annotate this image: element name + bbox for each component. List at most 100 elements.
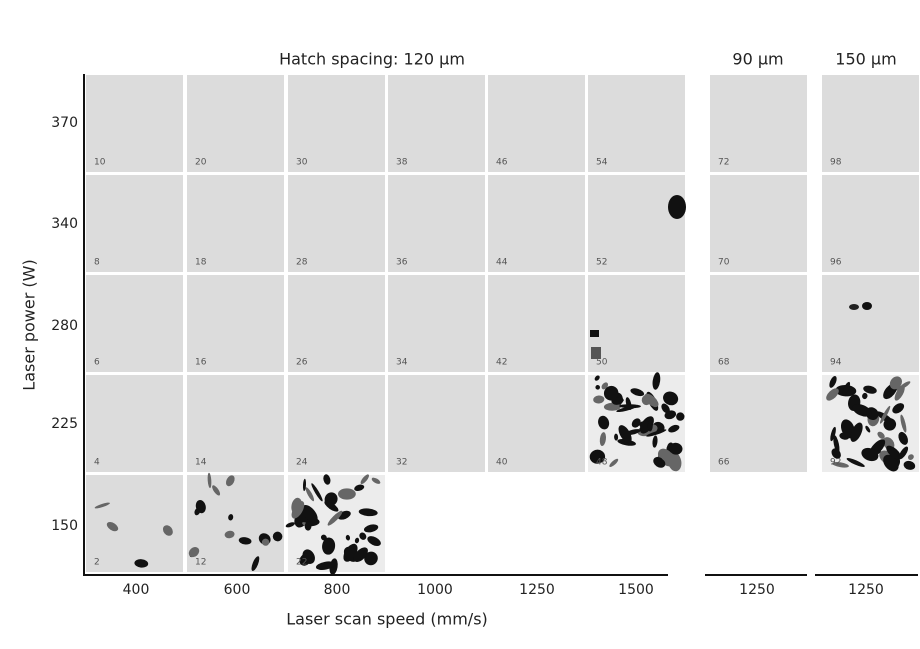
micrograph-tile: [488, 275, 585, 372]
pore: [886, 445, 902, 460]
pore: [595, 385, 601, 390]
pore: [861, 447, 879, 462]
tile-label: 30: [296, 158, 308, 168]
pore: [360, 474, 369, 484]
pore: [898, 431, 909, 445]
pore: [646, 429, 667, 437]
micrograph-tile: [710, 175, 807, 272]
pore: [311, 483, 323, 502]
pore: [630, 388, 645, 397]
pore: [291, 501, 305, 519]
pore: [601, 382, 609, 390]
pore: [162, 525, 173, 536]
micrograph-tile: [86, 275, 183, 372]
pore: [591, 347, 601, 359]
micrograph-tile: [86, 375, 183, 472]
pore: [829, 375, 837, 388]
pore: [866, 408, 871, 416]
pore: [647, 419, 653, 432]
pore: [299, 553, 312, 566]
pore: [302, 478, 307, 492]
micrograph-tile: [822, 175, 919, 272]
pore: [285, 522, 295, 528]
pore: [631, 418, 641, 428]
group-title: 150 µm: [835, 50, 896, 69]
pore: [338, 488, 356, 500]
pore: [609, 458, 619, 467]
pore: [188, 547, 200, 558]
pore: [898, 446, 909, 460]
pore: [619, 404, 641, 409]
tile-grid: 10 20 30 38 46 54 72 988 18 28 36 44 52 70 966 16 26 34 42…: [86, 75, 919, 575]
pore: [359, 532, 367, 540]
tile-label: 10: [94, 158, 106, 168]
pore: [603, 385, 619, 401]
pore: [315, 561, 336, 570]
micrograph-tile: [388, 175, 485, 272]
tile-label: 72: [718, 158, 729, 168]
group-title: 90 µm: [732, 50, 783, 69]
pore: [832, 462, 849, 468]
pore: [261, 538, 270, 546]
micrograph-tile: [288, 75, 385, 172]
micrograph-tile: [388, 275, 485, 372]
pore: [598, 415, 610, 430]
pore: [831, 448, 841, 459]
tile-label: 20: [195, 158, 207, 168]
x-tick-label: 1250: [519, 582, 555, 598]
tile-label: 18: [195, 258, 207, 268]
pore: [589, 449, 606, 464]
pore: [664, 410, 677, 420]
pore: [667, 451, 682, 472]
micrograph-tile: [710, 375, 807, 472]
pore: [224, 530, 235, 539]
micrograph-tile: [488, 375, 585, 472]
pore: [894, 385, 905, 401]
tile-label: 66: [718, 458, 730, 468]
pore: [842, 381, 851, 395]
tile-label: 24: [296, 458, 308, 468]
micrograph-tile: [288, 175, 385, 272]
title: Hatch spacing: 120 µm: [279, 50, 465, 69]
micrograph-tile: [388, 75, 485, 172]
pore: [865, 425, 871, 433]
tile-label: 14: [195, 458, 207, 468]
tile-label: 36: [396, 258, 408, 268]
micrograph-tile: [710, 75, 807, 172]
tile-label: 26: [296, 358, 308, 368]
tile-label: 68: [718, 358, 730, 368]
x-tick-label: 600: [224, 582, 251, 598]
pore: [652, 372, 661, 390]
pore: [883, 418, 897, 431]
micrograph-tile: [588, 175, 685, 272]
tile-label: 28: [296, 258, 308, 268]
pore: [830, 426, 836, 442]
tile-label: 34: [396, 358, 408, 368]
pore: [593, 395, 605, 404]
pore: [594, 375, 600, 381]
pore: [863, 385, 877, 394]
pore: [849, 304, 859, 310]
pore: [134, 559, 149, 568]
micrograph-tile: [187, 475, 284, 572]
pore: [305, 487, 315, 502]
micrograph-tile: [187, 75, 284, 172]
y-tick-label: 370: [51, 115, 78, 131]
tile-label: 70: [718, 258, 730, 268]
tile-label: 6: [94, 358, 100, 368]
pore: [862, 302, 872, 310]
micrograph-tile: [822, 75, 919, 172]
pore: [618, 425, 632, 444]
pore: [653, 457, 666, 468]
pore: [324, 500, 339, 512]
pore: [325, 478, 331, 485]
pore: [668, 424, 680, 433]
pore: [590, 330, 599, 337]
pore: [892, 403, 905, 414]
pore: [644, 393, 659, 408]
pore: [660, 454, 672, 463]
pore: [354, 537, 360, 544]
micrograph-tile: [86, 475, 183, 572]
pore: [877, 431, 885, 439]
